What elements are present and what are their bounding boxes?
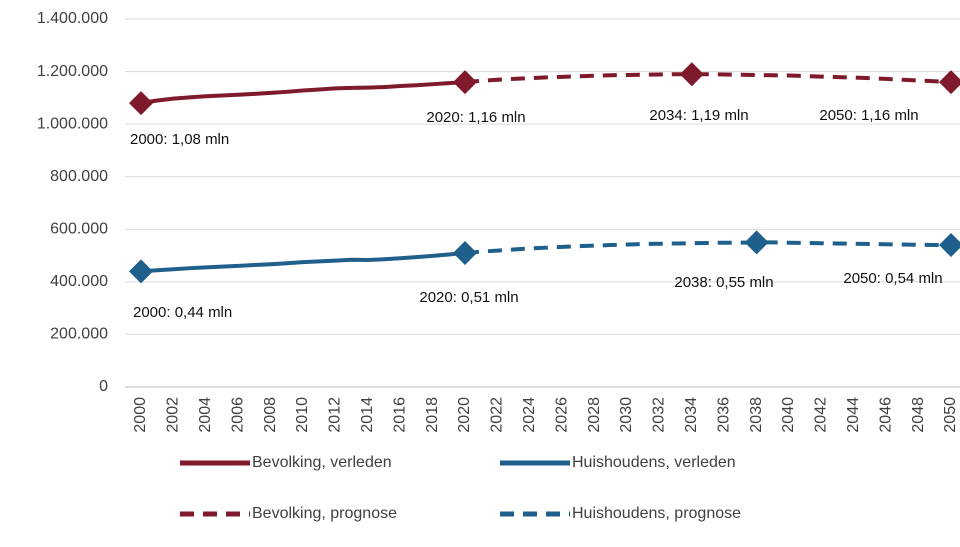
annotation: 2020: 1,16 mln <box>426 109 525 126</box>
y-tick-label: 800.000 <box>50 168 108 185</box>
series-line <box>140 80 466 106</box>
x-tick-label: 2038 <box>748 397 765 433</box>
legend-label: Bevolking, verleden <box>252 454 392 471</box>
point-marker <box>453 240 477 265</box>
x-tick-label: 2042 <box>813 397 830 433</box>
annotation: 2000: 1,08 mln <box>130 131 229 148</box>
x-tick-label: 2046 <box>877 397 894 433</box>
x-tick-label: 2048 <box>910 397 927 433</box>
x-tick-label: 2034 <box>683 397 700 433</box>
annotation: 2000: 0,44 mln <box>133 304 232 321</box>
series-line <box>464 72 952 85</box>
point-marker <box>129 259 153 284</box>
legend-label: Huishoudens, verleden <box>572 454 736 471</box>
legend-label: Huishoudens, prognose <box>572 505 741 522</box>
x-tick-label: 2006 <box>229 397 246 433</box>
x-tick-label: 2022 <box>489 397 506 433</box>
y-tick-label: 1.200.000 <box>37 63 108 80</box>
x-tick-label: 2036 <box>715 397 732 433</box>
y-tick-label: 400.000 <box>50 273 108 290</box>
point-marker <box>129 91 153 116</box>
y-tick-label: 1.400.000 <box>37 10 108 27</box>
y-tick-label: 200.000 <box>50 326 108 343</box>
x-tick-label: 2044 <box>845 397 862 433</box>
point-marker <box>939 70 960 95</box>
x-tick-label: 2050 <box>942 397 959 433</box>
x-tick-label: 2002 <box>165 397 182 433</box>
x-tick-label: 2032 <box>651 397 668 433</box>
x-tick-label: 2004 <box>197 397 214 433</box>
x-tick-label: 2020 <box>456 397 473 433</box>
point-marker <box>679 62 704 87</box>
x-tick-label: 2012 <box>327 397 344 433</box>
x-tick-label: 2024 <box>521 397 538 433</box>
series-line <box>464 240 951 255</box>
y-tick-label: 600.000 <box>50 221 108 238</box>
x-tick-label: 2030 <box>618 397 635 433</box>
point-marker <box>453 70 477 95</box>
annotation: 2020: 0,51 mln <box>419 289 518 306</box>
annotation: 2050: 1,16 mln <box>819 107 918 124</box>
point-marker <box>744 230 769 255</box>
annotation: 2034: 1,19 mln <box>649 107 748 124</box>
y-tick-label: 0 <box>99 378 108 395</box>
legend-label: Bevolking, prognose <box>252 505 397 522</box>
x-tick-label: 2014 <box>359 397 376 433</box>
x-tick-label: 2008 <box>262 397 279 433</box>
point-marker <box>939 233 960 258</box>
x-tick-label: 2040 <box>780 397 797 433</box>
x-tick-label: 2000 <box>132 397 149 433</box>
annotation: 2050: 0,54 mln <box>843 270 942 287</box>
x-tick-label: 2010 <box>294 397 311 433</box>
x-tick-label: 2016 <box>391 397 408 433</box>
series-line <box>140 250 466 274</box>
x-tick-label: 2026 <box>553 397 570 433</box>
y-tick-label: 1.000.000 <box>37 115 108 132</box>
x-tick-label: 2018 <box>424 397 441 433</box>
annotation: 2038: 0,55 mln <box>674 274 773 291</box>
x-tick-label: 2028 <box>586 397 603 433</box>
